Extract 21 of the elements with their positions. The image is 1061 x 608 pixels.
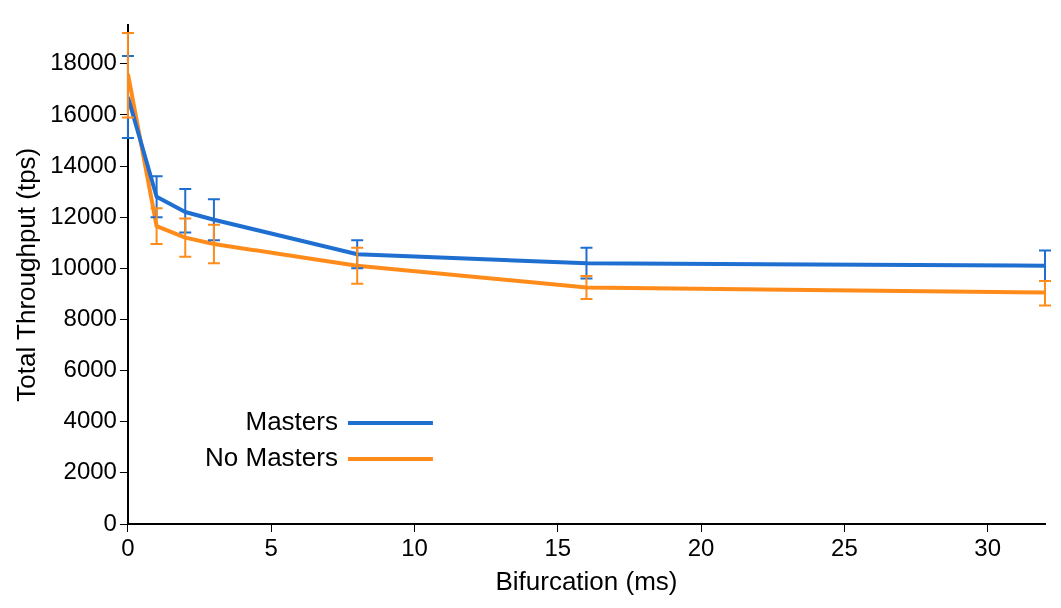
y-tick-label: 2000	[63, 457, 117, 485]
y-tick-label: 4000	[63, 406, 117, 434]
x-tick-label: 5	[264, 534, 278, 562]
y-tick-label: 16000	[50, 99, 117, 127]
x-tick-label: 25	[831, 534, 858, 562]
y-tick-label: 18000	[50, 48, 117, 76]
y-tick-label: 6000	[63, 355, 117, 383]
y-tick-label: 0	[103, 508, 117, 536]
y-axis-title: Total Throughput (tps)	[10, 147, 41, 402]
y-tick-label: 8000	[63, 304, 117, 332]
legend-label: No Masters	[205, 442, 338, 473]
x-tick-label: 10	[401, 534, 428, 562]
y-tick-label: 12000	[50, 201, 117, 229]
x-axis-title: Bifurcation (ms)	[495, 565, 678, 596]
y-tick-label: 14000	[50, 150, 117, 178]
y-tick-label: 10000	[50, 252, 117, 280]
x-tick-label: 0	[121, 534, 135, 562]
legend-label: Masters	[245, 406, 338, 437]
x-tick-label: 15	[544, 534, 572, 562]
x-tick-label: 30	[974, 534, 1002, 562]
x-tick-label: 20	[687, 534, 715, 562]
